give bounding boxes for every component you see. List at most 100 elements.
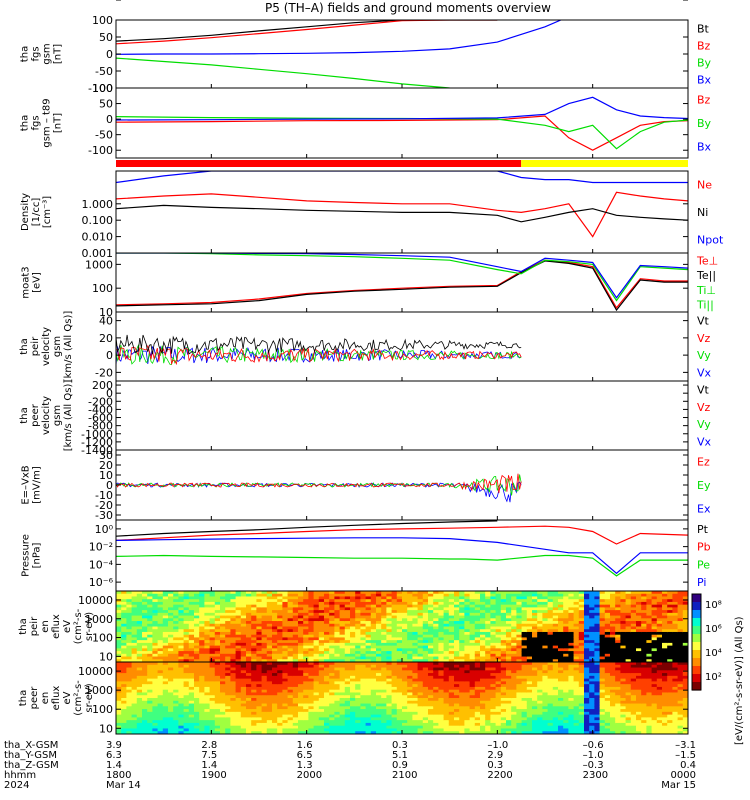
spectrogram-cell: [464, 664, 471, 669]
spectrogram-cell: [370, 626, 377, 630]
spectrogram-cell: [412, 596, 419, 600]
spectrogram-cell: [615, 659, 621, 662]
spectrogram-cell: [116, 703, 122, 707]
spectrogram-cell: [402, 703, 408, 707]
spectrogram-cell: [464, 731, 471, 734]
spectrogram-cell: [532, 637, 538, 641]
spectrogram-cell: [454, 706, 460, 710]
spectrogram-cell: [313, 722, 320, 727]
spectrogram-cell: [126, 631, 133, 636]
spectrogram-cell: [667, 631, 673, 636]
spectrogram-cell: [173, 725, 179, 730]
spectrogram-cell: [303, 623, 309, 628]
spectrogram-cell: [422, 673, 429, 677]
spectrogram-cell: [235, 720, 242, 724]
spectrogram-cell: [308, 651, 315, 655]
spectrogram-cell: [604, 637, 611, 641]
spectrogram-cell: [204, 673, 211, 677]
spectrogram-cell: [194, 604, 200, 608]
spectrogram-cell: [188, 648, 195, 652]
spectrogram-cell: [235, 607, 242, 611]
spectrogram-cell: [620, 648, 627, 652]
spectrogram-cell: [194, 631, 200, 636]
spectrogram-cell: [599, 593, 606, 598]
spectrogram-cell: [620, 645, 627, 649]
spectrogram-cell: [376, 642, 382, 647]
spectrogram-cell: [521, 612, 528, 617]
spectrogram-cell: [287, 651, 294, 655]
spectrogram-cell: [407, 692, 413, 696]
spectrogram-cell: [402, 621, 408, 625]
spectrogram-cell: [360, 599, 367, 603]
spectrogram-cell: [459, 664, 465, 669]
spectrogram-cell: [308, 686, 315, 691]
spectrogram-cell: [599, 651, 606, 655]
spectrogram-cell: [428, 593, 434, 598]
spectrogram-cell: [381, 659, 387, 662]
spectrogram-cell: [381, 695, 387, 699]
spectrogram-cell: [677, 653, 684, 658]
spectrogram-cell: [412, 607, 419, 611]
spectrogram-cell: [235, 698, 242, 702]
spectrogram-cell: [256, 648, 263, 652]
spectrogram-cell: [188, 686, 195, 691]
spectrogram-cell: [261, 629, 268, 633]
spectrogram-cell: [339, 593, 346, 598]
plot-area-efield: [116, 473, 522, 503]
spectrogram-cell: [251, 681, 257, 685]
spectrogram-cell: [282, 626, 289, 630]
spectrogram-cell: [183, 615, 190, 619]
spectrogram-cell: [235, 629, 242, 633]
spectrogram-cell: [667, 653, 673, 658]
spectrogram-cell: [282, 642, 289, 647]
spectrogram-cell: [277, 612, 283, 617]
spectrogram-cell: [121, 593, 127, 598]
spectrogram-cell: [126, 596, 133, 600]
spectrogram-cell: [266, 653, 273, 658]
spectrogram-cell: [459, 706, 465, 710]
spectrogram-cell: [360, 593, 367, 598]
spectrogram-cell: [287, 653, 294, 658]
spectrogram-cell: [537, 596, 543, 600]
spectrogram-cell: [303, 610, 309, 614]
spectrogram-cell: [682, 656, 688, 660]
spectrogram-cell: [292, 656, 299, 660]
spectrogram-cell: [220, 591, 226, 595]
spectrogram-cell: [261, 637, 268, 641]
spectrogram-cell: [490, 656, 497, 660]
spectrogram-cell: [282, 731, 289, 734]
spectrogram-cell: [563, 640, 569, 644]
spectrogram-cell: [573, 601, 580, 606]
legend-Vy: Vy: [697, 349, 711, 362]
spectrogram-cell: [136, 621, 143, 625]
spectrogram-cell: [261, 675, 268, 680]
spectrogram-cell: [313, 591, 320, 595]
spectrogram-cell: [396, 612, 403, 617]
spectrogram-cell: [370, 709, 377, 713]
spectrogram-cell: [636, 596, 642, 600]
spectrogram-cell: [516, 642, 523, 647]
spectrogram-cell: [116, 681, 122, 685]
spectrogram-cell: [422, 662, 429, 666]
spectrogram-cell: [370, 604, 377, 608]
spectrogram-cell: [547, 653, 554, 658]
spectrogram-cell: [313, 626, 320, 630]
spectrogram-cell: [443, 621, 450, 625]
spectrogram-cell: [443, 689, 450, 694]
spectrogram-cell: [303, 678, 309, 682]
spectrogram-cell: [251, 720, 257, 724]
spectrogram-cell: [391, 667, 398, 671]
spectrogram-cell: [162, 686, 169, 691]
spectrogram-cell: [329, 612, 335, 617]
spectrogram-cell: [386, 673, 393, 677]
spectrogram-cell: [495, 612, 502, 617]
spectrogram-cell: [506, 629, 512, 633]
spectrogram-cell: [272, 604, 278, 608]
spectrogram-cell: [506, 653, 512, 658]
spectrogram-cell: [136, 692, 143, 696]
spectrogram-cell: [261, 667, 268, 671]
spectrogram-cell: [641, 634, 647, 639]
spectrogram-cell: [558, 626, 564, 630]
spectrogram-cell: [251, 645, 257, 649]
spectrogram-cell: [287, 678, 294, 682]
